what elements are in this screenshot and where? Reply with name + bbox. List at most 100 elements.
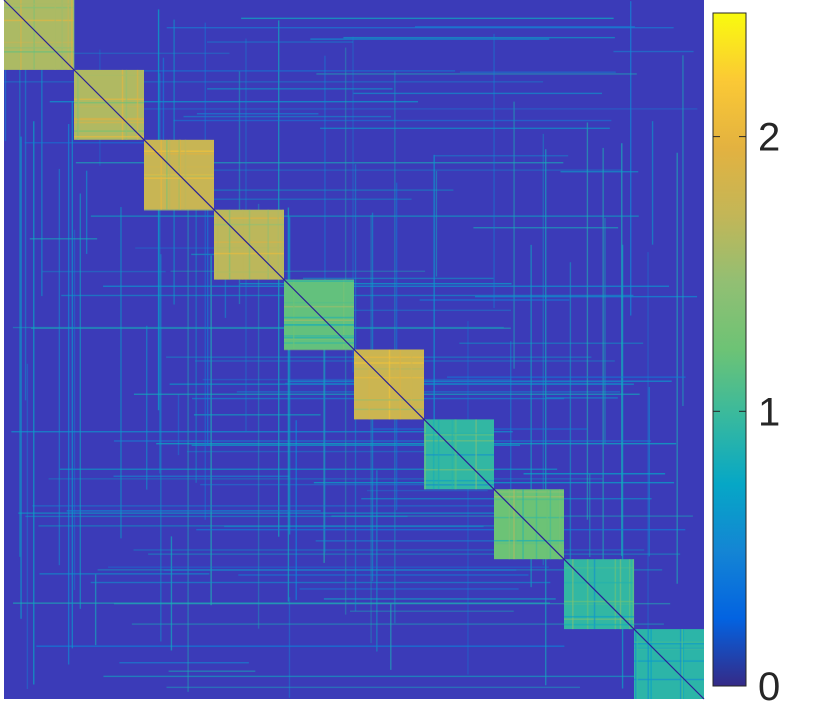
texture-streak [67, 123, 70, 665]
texture-streak [200, 483, 461, 486]
texture-streak [238, 71, 241, 305]
texture-streak [241, 17, 614, 20]
texture-streak [257, 203, 260, 629]
block-streak [454, 419, 456, 490]
block-streak [494, 495, 564, 498]
texture-streak [390, 603, 392, 670]
block-streak [284, 337, 354, 339]
block-streak [494, 539, 564, 542]
texture-streak [474, 295, 698, 298]
texture-streak [66, 510, 321, 512]
texture-streak [13, 602, 551, 604]
block-streak [494, 491, 564, 493]
block-streak [515, 489, 517, 560]
block-streak [242, 209, 244, 280]
texture-streak [90, 581, 551, 584]
texture-streak [299, 588, 519, 590]
texture-streak [36, 645, 565, 647]
block-streak [494, 516, 564, 519]
block-streak [284, 280, 354, 282]
texture-streak [168, 670, 256, 672]
texture-streak [26, 363, 29, 690]
block-streak [4, 41, 74, 44]
texture-streak [433, 154, 435, 484]
block-streak [54, 0, 56, 70]
block-streak [74, 98, 144, 100]
texture-streak [191, 444, 521, 446]
texture-streak [146, 325, 148, 490]
block-streak [284, 335, 354, 337]
block-streak [74, 118, 144, 121]
texture-streak [546, 397, 618, 399]
texture-streak [18, 512, 512, 514]
texture-streak [459, 71, 616, 73]
texture-streak [604, 217, 606, 444]
block-streak [437, 419, 440, 490]
texture-streak [366, 489, 488, 492]
block-streak [284, 324, 354, 326]
block-streak [144, 175, 214, 177]
block-streak [184, 139, 187, 210]
block-streak [634, 678, 704, 681]
block-streak [160, 139, 163, 210]
texture-streak [41, 40, 43, 297]
texture-streak [119, 662, 249, 664]
block-streak [292, 279, 295, 350]
texture-streak [191, 198, 412, 200]
block-streak [634, 642, 704, 645]
block-streak [71, 0, 73, 70]
block-streak [634, 641, 704, 643]
texture-streak [473, 227, 619, 229]
texture-streak [530, 244, 532, 588]
texture-streak [586, 122, 589, 520]
texture-streak [285, 382, 624, 385]
texture-streak [353, 92, 603, 95]
block-streak [564, 623, 634, 626]
texture-streak [166, 26, 674, 29]
block-streak [564, 615, 634, 618]
texture-streak [94, 574, 97, 646]
texture-streak [394, 71, 396, 624]
block-streak [228, 209, 231, 280]
texture-streak [523, 473, 666, 475]
texture-streak [103, 675, 664, 678]
block-streak [77, 69, 80, 140]
texture-streak [90, 215, 639, 217]
block-streak [564, 567, 634, 569]
block-streak [475, 419, 477, 490]
block-streak [4, 51, 74, 53]
texture-streak [542, 133, 544, 566]
block-streak [424, 440, 494, 442]
block-streak [564, 618, 634, 620]
block-streak [217, 209, 219, 280]
block-streak [572, 559, 574, 630]
block-streak [682, 629, 685, 699]
texture-streak [135, 247, 285, 249]
block-streak [354, 398, 424, 400]
block-streak [354, 399, 424, 401]
texture-streak [240, 282, 512, 285]
block-streak [513, 489, 515, 560]
texture-streak [24, 49, 27, 401]
block-streak [284, 348, 354, 351]
texture-streak [187, 179, 189, 692]
texture-streak [295, 420, 297, 600]
texture-streak [651, 121, 654, 245]
block-streak [74, 105, 144, 108]
texture-streak [602, 147, 604, 625]
block-streak [681, 629, 683, 699]
texture-streak [320, 127, 610, 130]
texture-streak [195, 158, 197, 483]
block-streak [281, 209, 284, 280]
texture-streak [629, 1, 632, 316]
texture-streak [569, 262, 572, 588]
block-streak [424, 434, 494, 436]
texture-streak [621, 143, 623, 556]
texture-streak [376, 470, 378, 652]
block-streak [494, 542, 564, 545]
texture-streak [144, 108, 698, 110]
texture-streak [5, 52, 230, 55]
texture-streak [206, 193, 209, 446]
block-streak [342, 279, 345, 350]
